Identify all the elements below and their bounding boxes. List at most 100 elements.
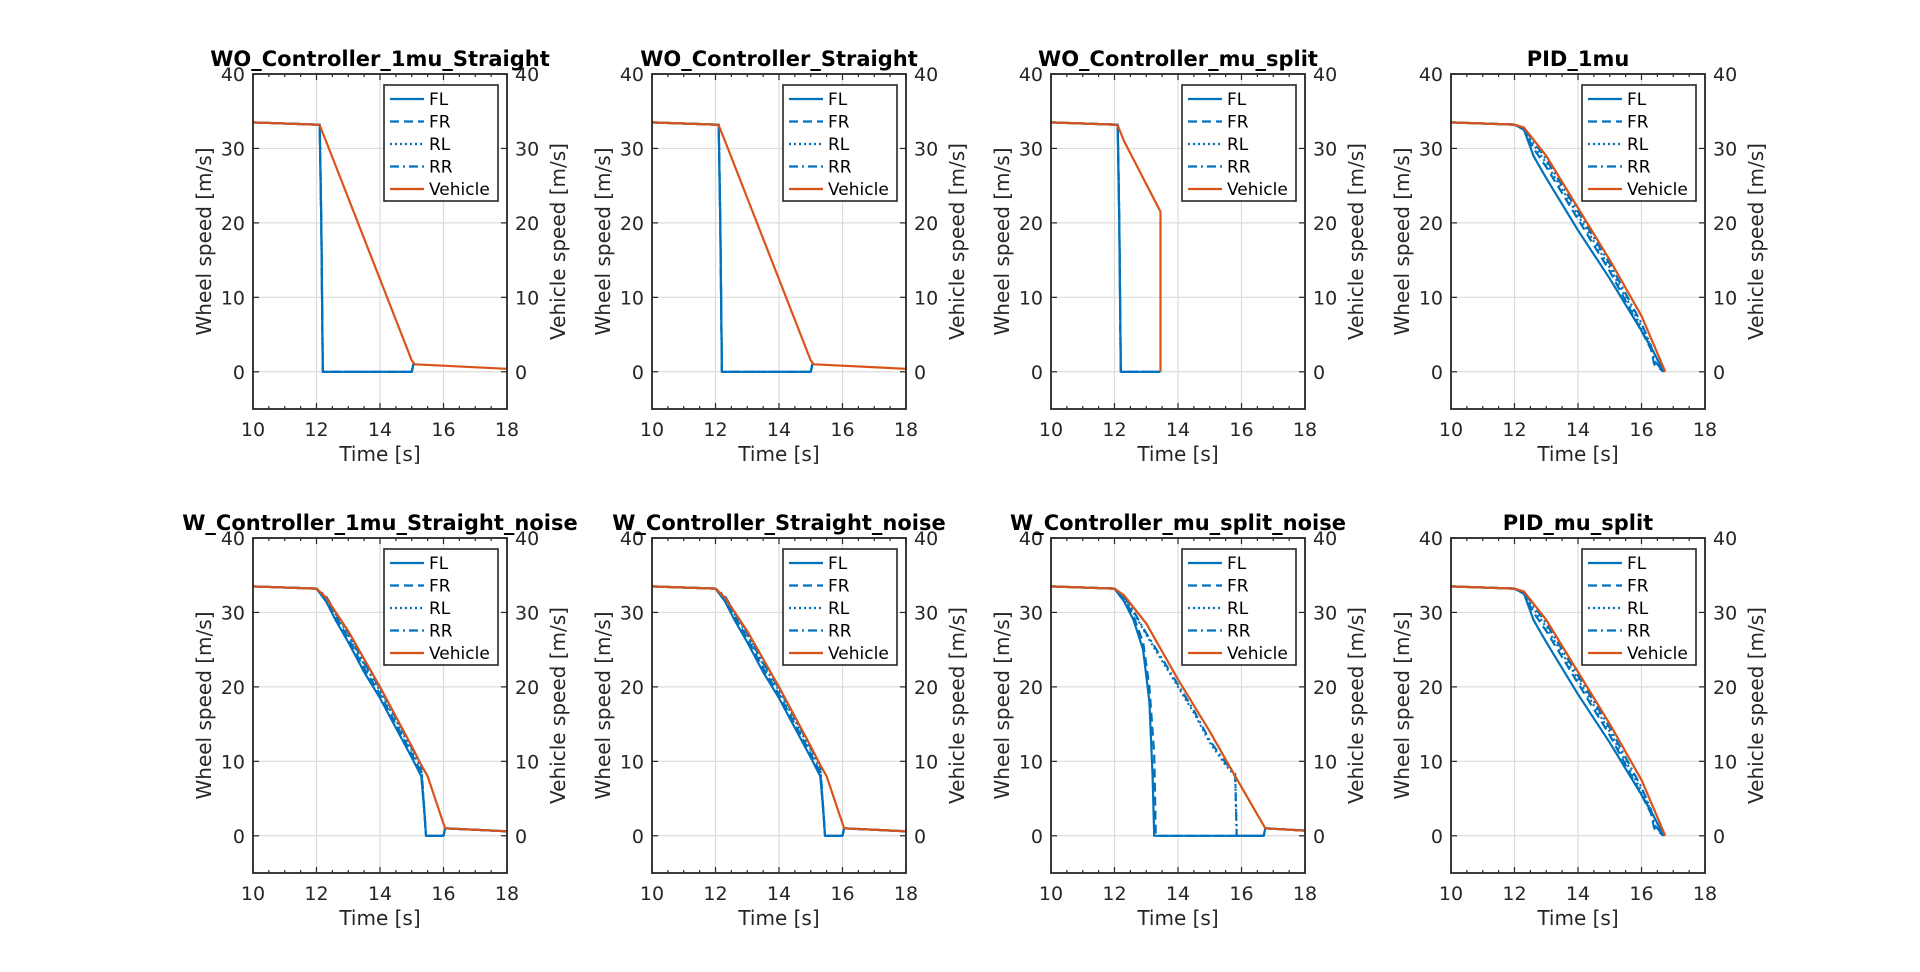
x-tick-label: 12 [703, 419, 727, 441]
y2-tick-label: 0 [515, 826, 527, 848]
y2-tick-label: 20 [914, 677, 938, 699]
y-tick-label: 40 [1019, 528, 1043, 550]
legend-entry: RR [1227, 622, 1251, 642]
y2-tick-label: 10 [515, 751, 539, 773]
y-tick-label: 20 [620, 213, 644, 235]
y-tick-label: 20 [1019, 213, 1043, 235]
subplot-3: 10 12 14 16 18 0 0 10 10 20 20 30 30 40 40WO_Controlle… [990, 47, 1368, 466]
y2-tick-label: 20 [515, 213, 539, 235]
x-tick-label: 10 [640, 419, 664, 441]
legend-entry: FR [828, 113, 850, 133]
y-tick-label: 40 [1019, 64, 1043, 86]
x-tick-label: 14 [1566, 883, 1590, 905]
legend-entry: FR [1227, 577, 1249, 597]
x-tick-label: 12 [304, 419, 328, 441]
y2-tick-label: 30 [1713, 138, 1737, 160]
y2-axis-label: Vehicle speed [m/s] [546, 143, 570, 340]
series-line-rl [253, 585, 507, 837]
series-line-vehicle [652, 121, 906, 370]
subplot-2: 10 12 14 16 18 0 0 10 10 20 20 30 30 40 40WO_Controlle… [591, 47, 969, 466]
x-tick-label: 14 [1166, 883, 1190, 905]
y-tick-label: 30 [221, 138, 245, 160]
legend-entry: FL [1227, 554, 1247, 574]
y2-axis-label: Vehicle speed [m/s] [1344, 607, 1368, 804]
x-tick-label: 16 [1629, 419, 1653, 441]
legend-entry: FR [1627, 577, 1649, 597]
y2-axis-label: Vehicle speed [m/s] [945, 143, 969, 340]
subplot-5: 10 12 14 16 18 0 0 10 10 20 20 30 30 40 40W_Controller… [182, 511, 577, 930]
legend-box [1181, 548, 1297, 666]
y-tick-label: 10 [1019, 751, 1043, 773]
y-tick-label: 40 [620, 528, 644, 550]
subplot-8: 10 12 14 16 18 0 0 10 10 20 20 30 30 40 40 PID_mu_split… [1390, 511, 1768, 930]
x-tick-label: 18 [495, 419, 519, 441]
legend-entry: RR [828, 158, 852, 178]
y2-tick-label: 40 [914, 64, 938, 86]
y2-tick-label: 30 [1313, 602, 1337, 624]
x-tick-label: 18 [894, 883, 918, 905]
y2-tick-label: 40 [515, 528, 539, 550]
x-tick-label: 14 [1566, 419, 1590, 441]
y2-tick-label: 30 [914, 602, 938, 624]
series-line-vehicle [253, 585, 507, 833]
x-tick-label: 10 [640, 883, 664, 905]
x-tick-label: 10 [241, 419, 265, 441]
legend-entry: FL [1627, 554, 1647, 574]
legend-entry: RL [1627, 599, 1649, 619]
y2-axis-label: Vehicle speed [m/s] [1344, 143, 1368, 340]
y-axis-label: Wheel speed [m/s] [591, 612, 615, 800]
y2-tick-label: 20 [1713, 213, 1737, 235]
x-axis-label: Time [s] [1536, 906, 1618, 930]
y-tick-label: 0 [233, 826, 245, 848]
legend-entry: FR [1227, 113, 1249, 133]
y2-tick-label: 20 [1313, 213, 1337, 235]
y2-tick-label: 40 [515, 64, 539, 86]
y2-tick-label: 0 [515, 362, 527, 384]
y-axis-label: Wheel speed [m/s] [1390, 148, 1414, 336]
subplot-6: 10 12 14 16 18 0 0 10 10 20 20 30 30 40 40W_Controller… [591, 511, 969, 930]
y-tick-label: 30 [620, 138, 644, 160]
chart-title: PID_mu_split [1503, 511, 1653, 535]
subplot-1: 10 12 14 16 18 0 0 10 10 20 20 30 30 40 40WO_Controlle… [192, 47, 570, 466]
y-tick-label: 10 [1019, 287, 1043, 309]
y-tick-label: 0 [632, 826, 644, 848]
chart-title: W_Controller_1mu_Straight_noise [182, 511, 577, 535]
y2-tick-label: 20 [914, 213, 938, 235]
y-axis-label: Wheel speed [m/s] [192, 148, 216, 336]
y-tick-label: 40 [620, 64, 644, 86]
y2-tick-label: 10 [1713, 287, 1737, 309]
x-tick-label: 16 [431, 419, 455, 441]
y-tick-label: 40 [221, 528, 245, 550]
legend-box [383, 548, 499, 666]
series-line-fr [1051, 585, 1305, 837]
x-tick-label: 16 [830, 419, 854, 441]
legend-box [782, 84, 898, 202]
y2-tick-label: 30 [1713, 602, 1737, 624]
y2-tick-label: 20 [1313, 677, 1337, 699]
legend-entry: RR [1227, 158, 1251, 178]
y2-tick-label: 40 [1313, 64, 1337, 86]
x-axis-label: Time [s] [338, 906, 420, 930]
y2-tick-label: 30 [515, 138, 539, 160]
x-tick-label: 12 [304, 883, 328, 905]
y-tick-label: 30 [221, 602, 245, 624]
x-tick-label: 12 [1102, 419, 1126, 441]
y2-tick-label: 0 [1313, 826, 1325, 848]
y-tick-label: 10 [1419, 287, 1443, 309]
legend-entry: RL [1227, 135, 1249, 155]
y2-tick-label: 0 [914, 362, 926, 384]
chart-title: WO_Controller_mu_split [1038, 47, 1318, 71]
x-tick-label: 10 [1439, 419, 1463, 441]
legend-entry: FL [1227, 90, 1247, 110]
x-axis-label: Time [s] [1536, 442, 1618, 466]
x-tick-label: 16 [1229, 419, 1253, 441]
y2-tick-label: 40 [1713, 528, 1737, 550]
subplot-4: 10 12 14 16 18 0 0 10 10 20 20 30 30 40 40 PID_1mu Time … [1390, 47, 1768, 466]
series-line-rl [1451, 585, 1665, 837]
x-tick-label: 12 [1502, 883, 1526, 905]
